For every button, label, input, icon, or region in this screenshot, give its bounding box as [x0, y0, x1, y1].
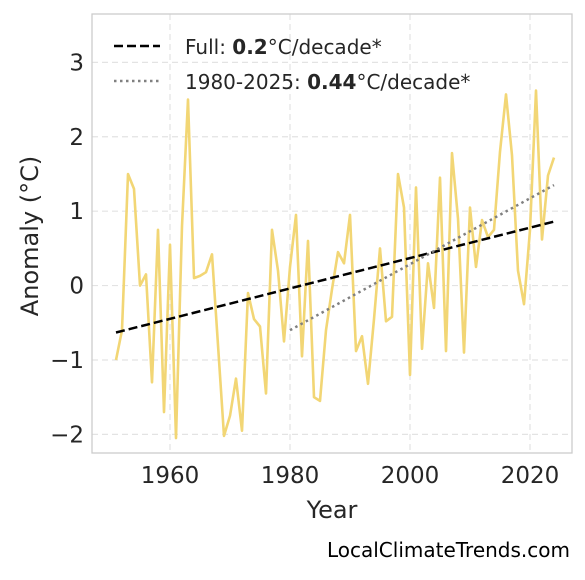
y-tick-label: 2	[69, 125, 84, 151]
full-trend-line	[115, 220, 555, 334]
legend-recent-rate: 0.44	[307, 70, 356, 94]
legend-full-unit: °C/decade*	[268, 35, 382, 59]
series-lines	[114, 89, 556, 440]
anomaly-series-line	[114, 89, 556, 440]
y-tick-label: −2	[50, 422, 84, 448]
tick-labels: 1960 1980 2000 2020 −2 −1 0 1 2 3	[50, 50, 559, 489]
x-tick-label: 2020	[501, 463, 560, 489]
x-tick-label: 1960	[141, 463, 200, 489]
x-tick-label: 1980	[261, 463, 320, 489]
x-axis-title: Year	[306, 496, 358, 524]
site-credit: LocalClimateTrends.com	[326, 538, 570, 562]
plot-frame	[91, 13, 573, 454]
x-tick-label: 2000	[381, 463, 440, 489]
y-tick-label: 1	[69, 199, 84, 225]
legend-recent-label: 1980-2025: 0.44°C/decade*	[185, 70, 470, 94]
legend-full-label: Full: 0.2°C/decade*	[185, 35, 382, 59]
y-axis-title: Anomaly (°C)	[16, 156, 44, 316]
recent-trend-line	[289, 184, 555, 332]
y-tick-label: 3	[69, 50, 84, 76]
legend-recent-name: 1980-2025:	[185, 70, 307, 94]
y-tick-label: 0	[69, 274, 84, 300]
legend-full-name: Full:	[185, 35, 232, 59]
legend-recent-unit: °C/decade*	[356, 70, 470, 94]
legend: Full: 0.2°C/decade* 1980-2025: 0.44°C/de…	[114, 35, 470, 94]
y-tick-label: −1	[50, 348, 84, 374]
legend-full-rate: 0.2	[232, 35, 267, 59]
